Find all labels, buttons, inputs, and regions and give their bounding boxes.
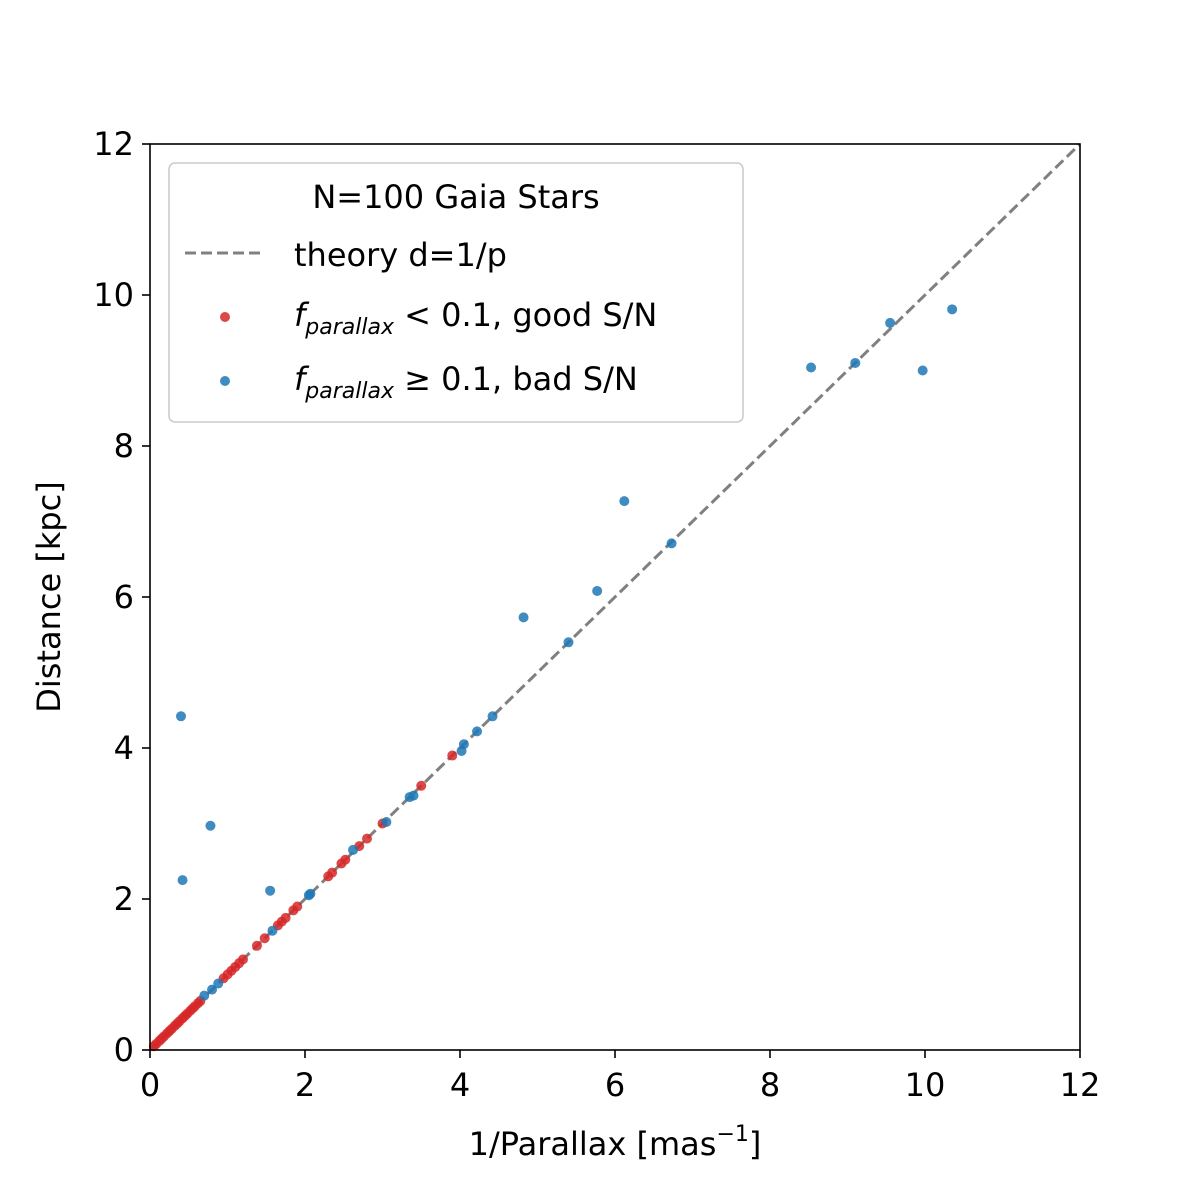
x-tick-label: 12 [1060,1066,1101,1104]
data-point [265,885,276,896]
data-point [213,978,224,989]
x-tick-label: 2 [295,1066,315,1104]
data-point [207,984,217,995]
legend-bad-rest: ≥ 0.1, bad S/N [394,360,638,398]
data-point [362,833,372,844]
data-point [458,739,469,750]
legend: N=100 Gaia Stars theory d=1/p fparallax … [168,162,744,423]
series-good [148,750,458,1052]
data-point [472,726,483,737]
data-point [267,925,278,936]
legend-good-subscript: parallax [304,315,395,340]
data-point [199,990,210,1001]
y-tick-label: 4 [114,729,134,767]
legend-good-rest: < 0.1, good S/N [394,296,657,334]
data-point [348,844,359,855]
data-point [487,711,498,722]
legend-bad-marker [220,376,230,386]
x-axis-label: 1/Parallax [mas−1] [469,1122,762,1163]
legend-line-label: theory d=1/p [294,236,507,274]
data-point [917,365,928,376]
x-axis-label-end: ] [749,1125,761,1163]
reference-line [148,142,1082,1052]
y-tick-label: 8 [114,427,134,465]
x-tick-label: 0 [140,1066,160,1104]
data-point [305,888,316,899]
legend-bad-label: fparallax ≥ 0.1, bad S/N [294,360,638,404]
x-tick-label: 6 [605,1066,625,1104]
x-tick-label: 8 [760,1066,780,1104]
y-tick-label: 10 [93,276,134,314]
data-point [592,585,603,596]
data-point [518,612,529,623]
data-point [340,854,351,865]
data-point [850,357,861,368]
data-point [381,816,392,827]
data-point [292,901,303,912]
data-point [327,867,338,878]
legend-title: N=100 Gaia Stars [312,178,599,216]
x-axis-label-superscript: −1 [716,1122,748,1147]
series-bad [176,304,958,1001]
y-axis-ticks: 0 2 4 6 8 10 12 [93,125,150,1069]
data-point [177,875,188,886]
y-tick-label: 2 [114,880,134,918]
x-tick-label: 10 [905,1066,946,1104]
data-point [238,954,248,965]
y-tick-label: 0 [114,1031,134,1069]
data-point [885,317,896,328]
data-point [806,362,817,373]
data-point [416,780,427,791]
data-point [563,637,574,648]
data-point [205,820,216,831]
x-axis-ticks: 0 2 4 6 8 10 12 [140,1050,1101,1104]
data-point [408,790,419,801]
points-layer [148,304,958,1052]
reference-line-layer [148,142,1082,1052]
data-point [666,538,677,549]
legend-bad-subscript: parallax [304,379,395,404]
data-point [176,711,186,722]
data-point [947,304,958,315]
legend-good-marker [220,312,230,322]
y-tick-label: 6 [114,578,134,616]
x-tick-label: 4 [450,1066,470,1104]
data-point [619,496,630,507]
x-axis-label-main: 1/Parallax [mas [469,1125,717,1163]
y-tick-label: 12 [93,125,134,163]
legend-box [168,162,744,423]
data-point [280,912,291,923]
legend-good-label: fparallax < 0.1, good S/N [294,296,657,340]
data-point [259,933,270,944]
data-point [251,940,262,951]
y-axis-label: Distance [kpc] [30,481,68,713]
data-point [447,750,458,761]
